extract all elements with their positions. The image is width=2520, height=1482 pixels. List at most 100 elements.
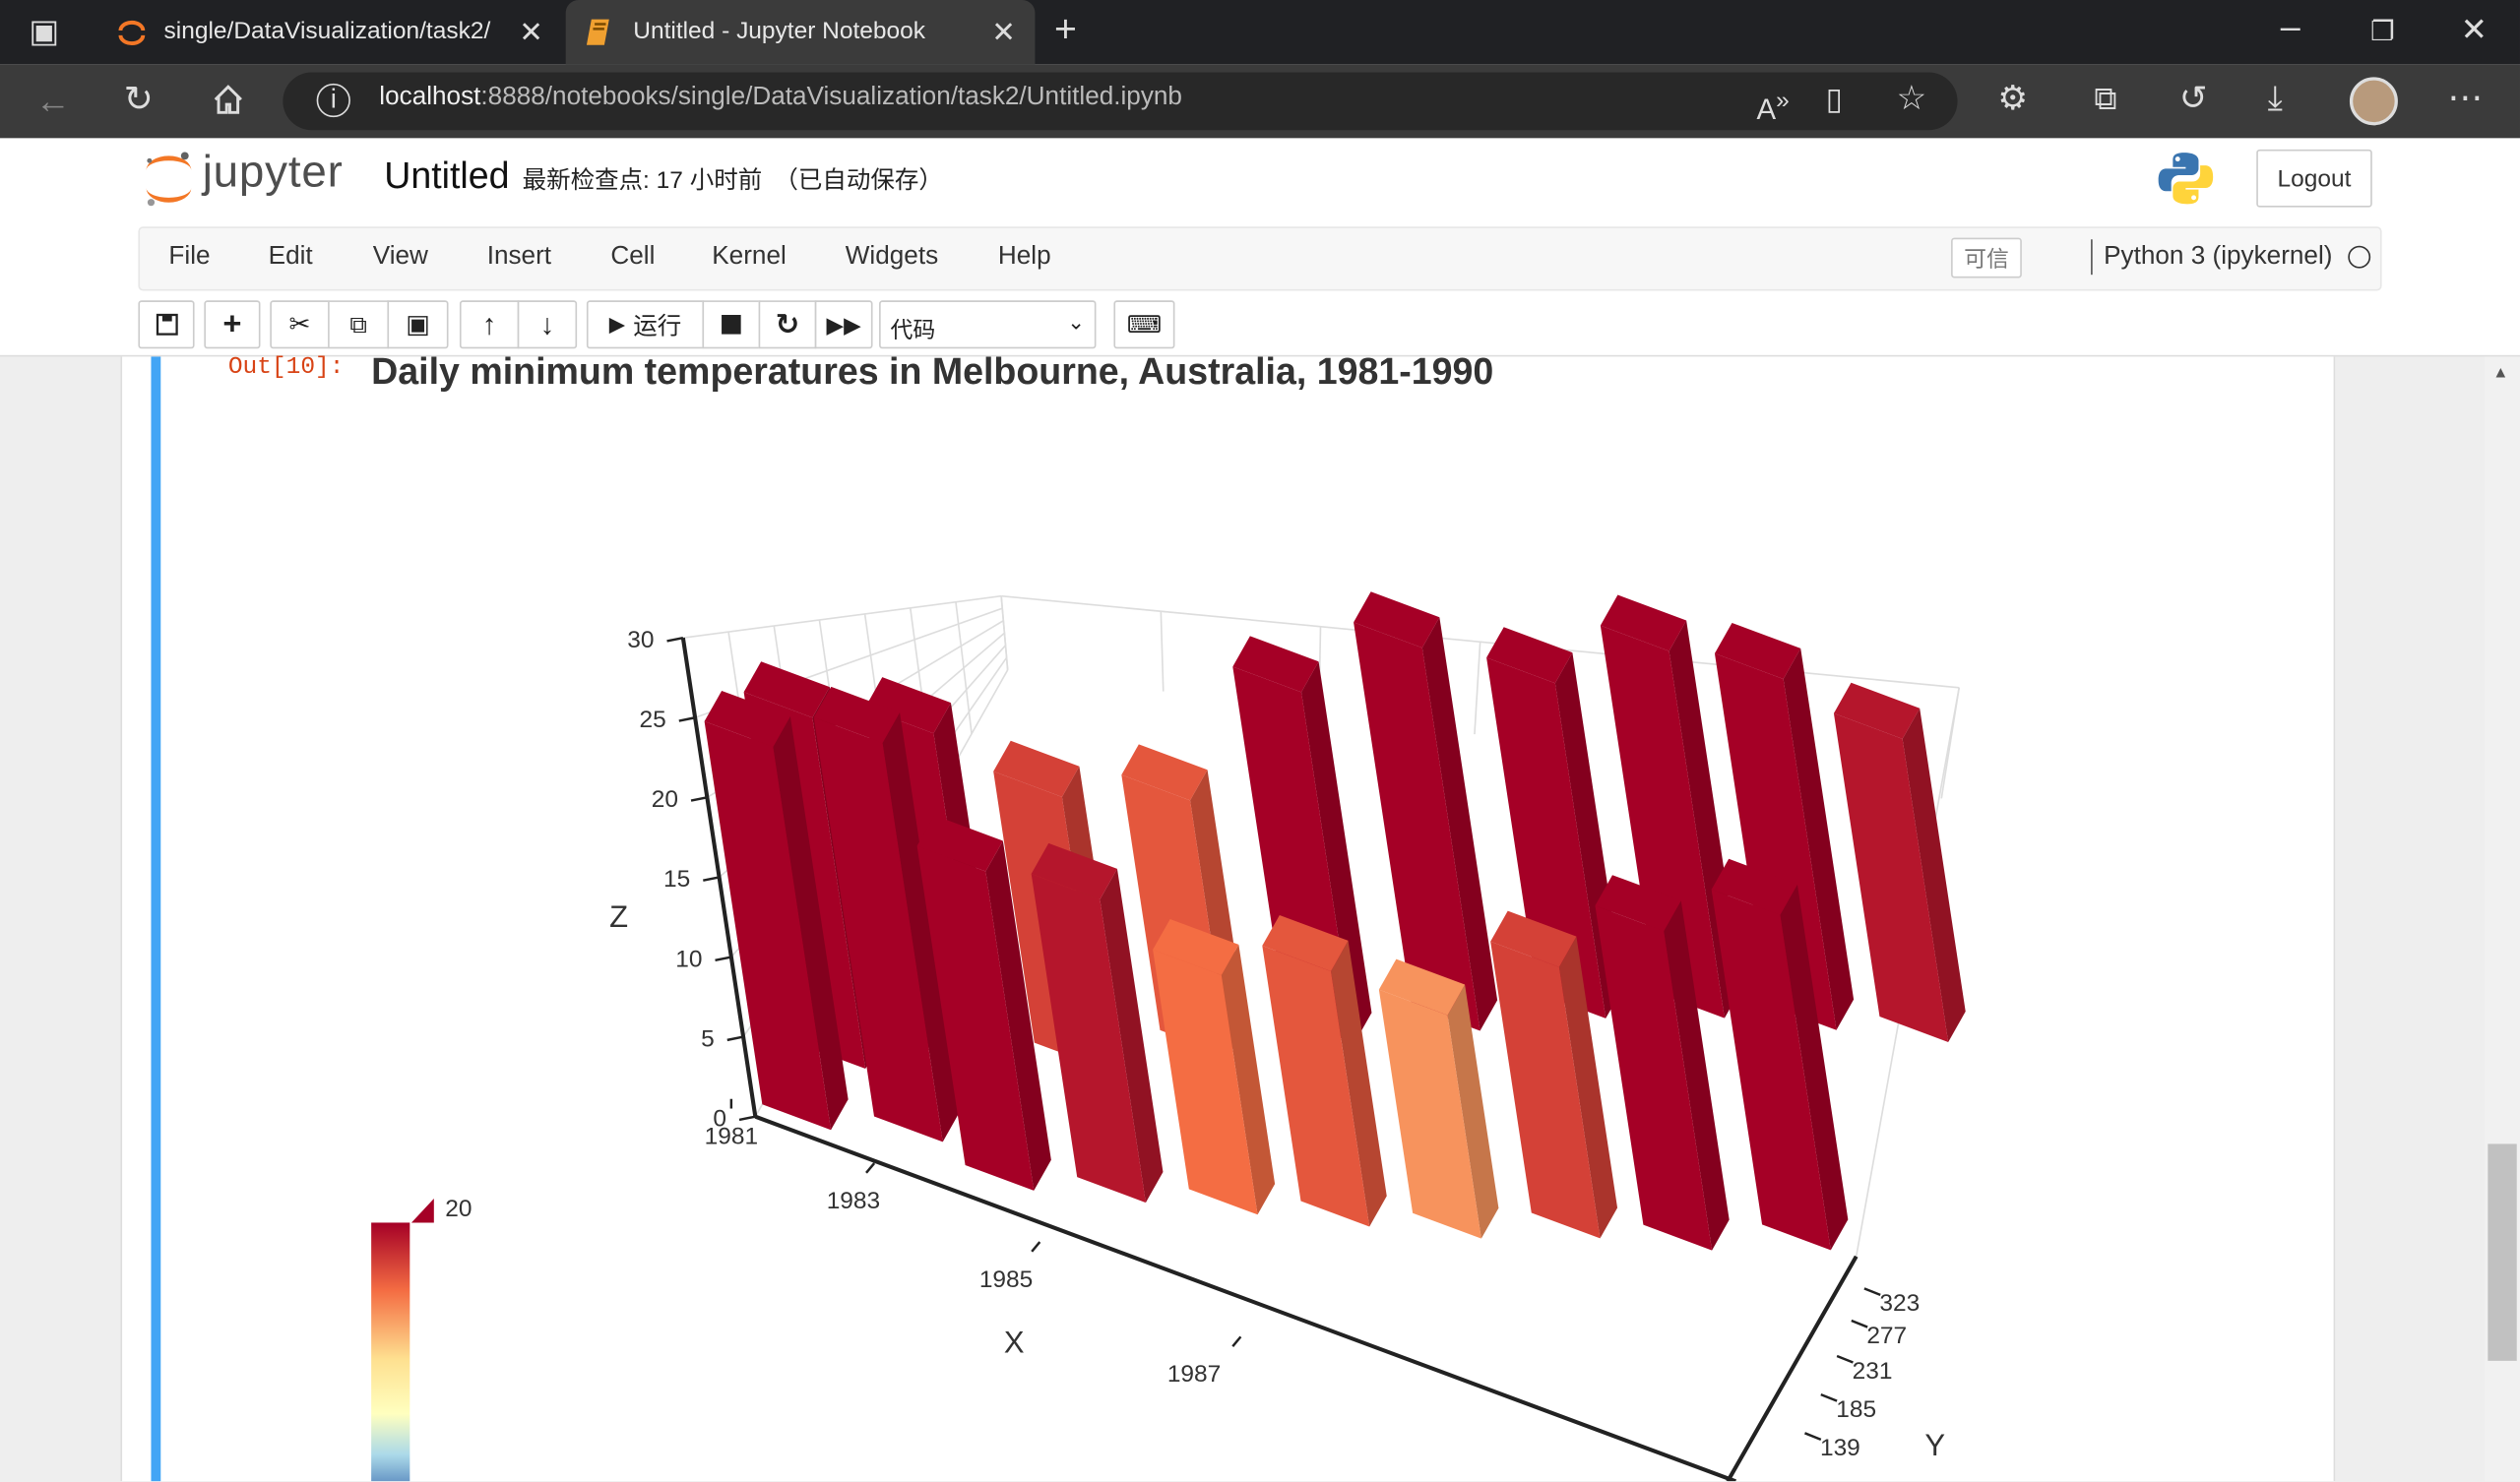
bar-side [773, 715, 849, 1131]
browser-tab-strip [0, 0, 2520, 65]
y-tick-label: 231 [1853, 1358, 1893, 1385]
scroll-up-icon[interactable]: ▲ [2492, 364, 2509, 383]
kernel-name[interactable]: Python 3 (ipykernel) [2104, 242, 2333, 271]
bar [1711, 889, 1831, 1251]
y-axis-name: Y [1924, 1428, 1945, 1462]
y-tick [1863, 1287, 1881, 1297]
grid-line [1160, 611, 1165, 692]
close-tab-icon[interactable]: ✕ [991, 16, 1016, 48]
scrollbar-thumb[interactable] [2488, 1143, 2517, 1361]
z-tick [715, 956, 732, 961]
back-icon[interactable]: ← [34, 80, 71, 121]
bar [1378, 989, 1481, 1239]
bar-side [1447, 984, 1499, 1239]
visualmap-bar[interactable] [371, 1222, 410, 1482]
bar-top [1121, 744, 1208, 801]
z-tick-label: 25 [640, 707, 666, 733]
menu-widgets[interactable]: Widgets [845, 242, 939, 271]
x-tick [1231, 1335, 1242, 1347]
bar-side [1421, 617, 1498, 1031]
restart-button[interactable]: ↻ [758, 300, 817, 349]
keyboard-icon: ⌨ [1126, 311, 1163, 340]
url-text[interactable]: localhost:8888/notebooks/single/DataVisu… [379, 83, 1182, 111]
favorite-icon[interactable]: ☆ [1896, 80, 1927, 118]
notebook-name[interactable]: Untitled [384, 154, 510, 197]
menu-help[interactable]: Help [997, 242, 1051, 271]
bar [704, 721, 832, 1131]
restart-run-all-button[interactable]: ▶▶ [814, 300, 873, 349]
menu-cell[interactable]: Cell [610, 242, 656, 271]
y-tick [1851, 1319, 1868, 1328]
site-info-icon[interactable]: i [316, 83, 350, 118]
grid-line [1001, 594, 1960, 689]
x-tick [1031, 1241, 1041, 1253]
refresh-icon[interactable]: ↻ [123, 78, 154, 119]
menu-edit[interactable]: Edit [268, 242, 313, 271]
trusted-badge[interactable]: 可信 [1951, 237, 2022, 278]
arrow-up-icon: ↑ [481, 307, 497, 340]
jupyter-logo-text: jupyter [202, 146, 344, 197]
interrupt-button[interactable] [702, 300, 761, 349]
read-aloud-icon[interactable]: A» [1756, 87, 1790, 126]
run-button[interactable]: ▶ 运行 [586, 300, 705, 349]
jupyter-logo-icon[interactable] [142, 150, 197, 208]
x-tick [865, 1162, 876, 1174]
y-tick-label: 139 [1820, 1435, 1860, 1461]
command-palette-button[interactable]: ⌨ [1113, 300, 1175, 349]
more-menu-icon[interactable]: ⋯ [2447, 77, 2484, 118]
bar-top [1262, 914, 1349, 971]
bar-side [1664, 900, 1730, 1251]
browser-tab-1[interactable]: single/DataVisualization/task2/ ✕ [96, 0, 562, 64]
visualmap-handle[interactable] [410, 1198, 434, 1223]
bar-side [1780, 884, 1849, 1251]
avatar[interactable] [2349, 77, 2398, 126]
z-axis-name: Z [609, 899, 628, 934]
bar-top [1714, 622, 1801, 679]
bar-top [704, 690, 790, 747]
close-window-icon[interactable]: ✕ [2460, 13, 2488, 48]
bar [1490, 941, 1601, 1239]
x-tick-label: 1987 [1167, 1361, 1221, 1388]
paste-icon: ▣ [406, 311, 430, 340]
plus-icon: + [222, 306, 242, 341]
z-tick [666, 636, 684, 643]
cell-type-select[interactable]: 代码 ⌄ [879, 300, 1097, 349]
z-tick-label: 20 [652, 786, 678, 813]
immersive-reader-icon[interactable]: ▯ [1825, 83, 1843, 118]
move-down-button[interactable]: ↓ [517, 300, 578, 349]
bar-side [882, 711, 961, 1142]
menu-file[interactable]: File [168, 242, 211, 271]
collections-icon[interactable]: ⧉ [2094, 82, 2117, 118]
z-tick [678, 716, 696, 722]
bar [1486, 657, 1606, 1019]
save-button[interactable] [138, 300, 195, 349]
bar-side [1221, 944, 1276, 1215]
bar [1714, 653, 1837, 1030]
paste-button[interactable]: ▣ [387, 300, 449, 349]
insert-cell-button[interactable]: + [204, 300, 261, 349]
logout-button[interactable]: Logout [2256, 149, 2372, 208]
browser-tab-2[interactable]: Untitled - Jupyter Notebook ✕ [565, 0, 1036, 65]
grid-line [955, 601, 973, 734]
restore-icon[interactable]: ❐ [2370, 16, 2396, 47]
arrow-down-icon: ↓ [539, 307, 555, 340]
home-icon[interactable] [211, 82, 246, 117]
bar-side [1783, 648, 1855, 1030]
extensions-icon[interactable]: ⚙ [1997, 80, 2029, 118]
close-tab-icon[interactable]: ✕ [519, 16, 543, 48]
tab-actions-icon[interactable]: ▣ [29, 14, 60, 50]
history-icon[interactable]: ↺ [2178, 80, 2208, 118]
bar-top [864, 677, 951, 734]
menu-insert[interactable]: Insert [486, 242, 552, 271]
bar [813, 717, 943, 1142]
address-bar[interactable] [283, 72, 1958, 131]
new-tab-icon[interactable]: + [1054, 8, 1077, 52]
menu-kernel[interactable]: Kernel [712, 242, 787, 271]
minimize-icon[interactable]: – [2280, 6, 2300, 47]
move-up-button[interactable]: ↑ [459, 300, 520, 349]
bar-side [1301, 661, 1372, 1044]
cut-button[interactable]: ✂ [270, 300, 330, 349]
download-icon[interactable]: ⤓ [2267, 80, 2283, 118]
menu-view[interactable]: View [372, 242, 428, 271]
